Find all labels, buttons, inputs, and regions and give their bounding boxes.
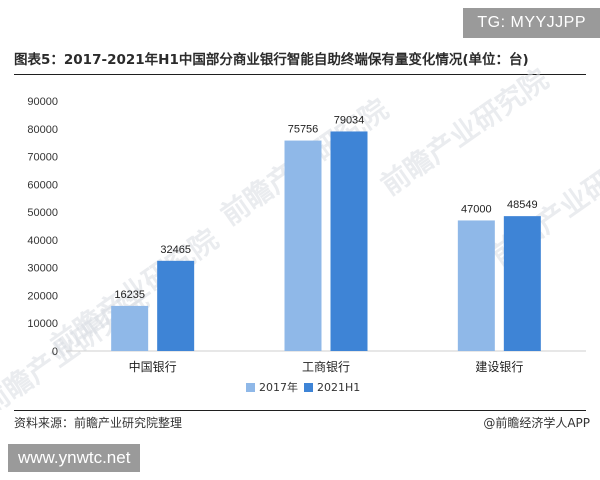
bar <box>157 260 195 351</box>
y-axis-ticks: 0 10000 20000 30000 40000 50000 60000 70000 8000… <box>27 96 58 358</box>
bar <box>457 220 495 351</box>
y-tick-label: 50000 <box>27 207 58 219</box>
category-label: 中国银行 <box>129 359 177 374</box>
watermark-text: 前瞻产业研究院 <box>485 132 600 271</box>
footer-divider <box>14 410 586 411</box>
site-badge: www.ynwtc.net <box>8 444 141 472</box>
data-label: 47000 <box>461 203 492 215</box>
legend-swatch <box>246 383 255 392</box>
title-divider <box>14 74 586 75</box>
category-label: 工商银行 <box>302 359 350 374</box>
legend-swatch <box>304 383 313 392</box>
watermark-text: 前瞻产业研究院 <box>375 62 554 201</box>
y-tick-label: 40000 <box>27 235 58 247</box>
source-note: 资料来源：前瞻产业研究院整理 <box>14 416 183 430</box>
bar <box>284 140 322 351</box>
bar <box>503 216 541 351</box>
data-label: 16235 <box>114 289 145 301</box>
data-label: 75756 <box>288 124 319 136</box>
y-tick-label: 30000 <box>27 263 58 275</box>
legend-label: 2017年 <box>259 380 298 394</box>
legend-label: 2021H1 <box>317 381 360 394</box>
category-label: 建设银行 <box>475 360 523 374</box>
y-tick-label: 90000 <box>27 96 58 108</box>
credit-note: @前瞻经济学人APP <box>483 416 590 430</box>
telegram-badge: TG: MYYJJPP <box>463 8 600 38</box>
legend: 2017年 2021H1 <box>246 380 360 394</box>
data-labels-layer: 16235 32465 75756 79034 47000 48549 <box>114 114 537 300</box>
bar-chart: 前瞻产业研究院前瞻产业研究院前瞻产业研究院前瞻产业研究院前瞻产业研究院 0100… <box>0 62 600 410</box>
y-tick-label: 0 <box>52 346 58 358</box>
y-tick-label: 80000 <box>27 124 58 136</box>
y-tick-label: 20000 <box>27 290 58 302</box>
y-tick-label: 60000 <box>27 179 58 191</box>
bars-layer <box>111 131 541 351</box>
data-label: 79034 <box>334 114 365 126</box>
bar <box>111 305 149 351</box>
bar <box>330 131 368 351</box>
y-tick-label: 70000 <box>27 152 58 164</box>
y-tick-label: 10000 <box>27 318 58 330</box>
chart-title: 图表5：2017-2021年H1中国部分商业银行智能自助终端保有量变化情况(单位… <box>14 52 529 68</box>
data-label: 48549 <box>507 199 538 211</box>
data-label: 32465 <box>160 244 191 256</box>
category-labels-layer: 中国银行 工商银行 建设银行 <box>129 359 524 374</box>
